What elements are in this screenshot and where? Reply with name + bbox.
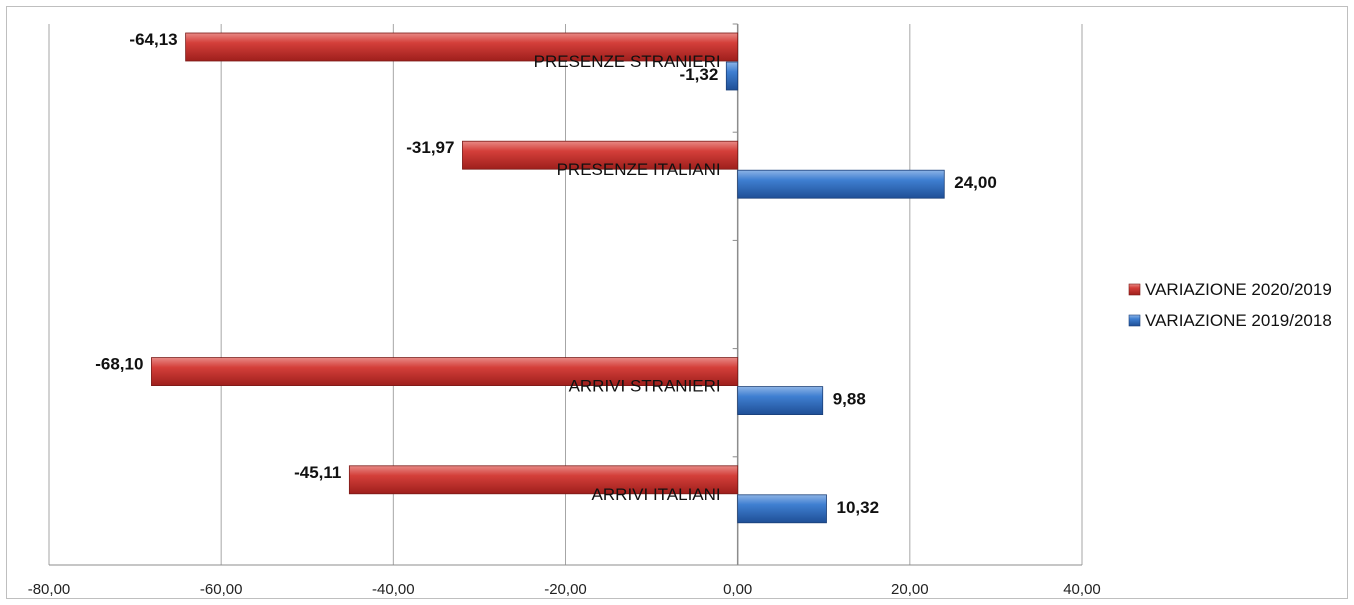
chart-frame <box>6 6 1348 599</box>
data-label: -1,32 <box>680 65 719 84</box>
x-tick-label: -40,00 <box>372 581 415 598</box>
data-label: 10,32 <box>837 498 880 517</box>
bar <box>462 140 739 170</box>
bar <box>737 494 827 524</box>
labels: -45,11 10,32 ARRIVI ITALIANI -68,10 9,88 ARRI… <box>95 30 997 517</box>
category-label: PRESENZE ITALIANI <box>557 160 721 179</box>
legend-label: VARIAZIONE 2019/2018 <box>1145 311 1332 330</box>
legend-label: VARIAZIONE 2020/2019 <box>1145 280 1332 299</box>
bar <box>185 32 739 62</box>
x-tick-label: 0,00 <box>723 581 752 598</box>
legend: VARIAZIONE 2020/2019 VARIAZIONE 2019/2018 <box>1128 280 1332 330</box>
bar <box>737 169 945 199</box>
data-label: -45,11 <box>294 463 341 482</box>
bar <box>151 357 739 387</box>
legend-swatch <box>1128 283 1141 296</box>
x-tick-label: -80,00 <box>28 581 71 598</box>
bars <box>151 32 945 524</box>
data-label: 9,88 <box>833 390 866 409</box>
legend-swatch <box>1128 314 1141 327</box>
x-tick-label: -20,00 <box>544 581 587 598</box>
x-tick-label: -60,00 <box>200 581 243 598</box>
data-label: -31,97 <box>406 138 454 157</box>
bar <box>737 386 824 416</box>
data-label: 24,00 <box>954 173 997 192</box>
x-tick-label: 40,00 <box>1063 581 1101 598</box>
x-tick-label: 20,00 <box>891 581 929 598</box>
data-label: -68,10 <box>95 355 143 374</box>
category-label: ARRIVI STRANIERI <box>569 377 721 396</box>
bar <box>725 61 739 91</box>
data-label: -64,13 <box>129 30 177 49</box>
axes: -80,00 -60,00 -40,00 -20,00 0,00 20,00 40,00 <box>28 23 1101 598</box>
bar <box>348 465 739 495</box>
category-label: PRESENZE STRANIERI <box>534 52 721 71</box>
category-label: ARRIVI ITALIANI <box>592 485 721 504</box>
